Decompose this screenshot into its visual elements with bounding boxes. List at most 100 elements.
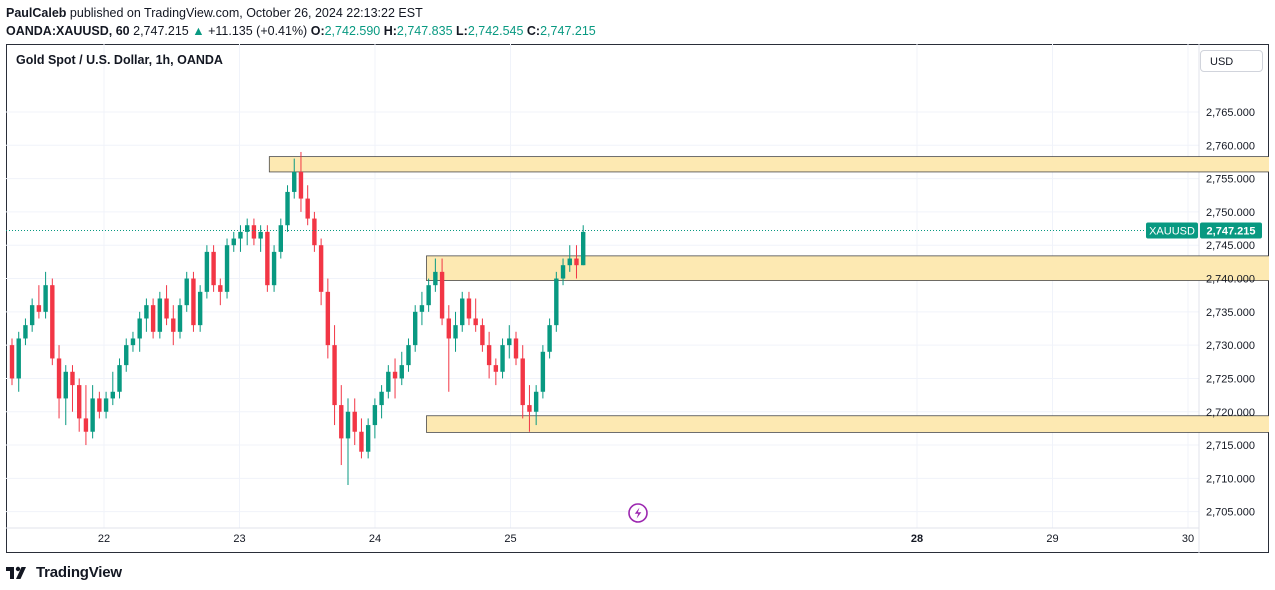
candle <box>164 285 169 326</box>
candle-body <box>527 405 532 412</box>
candle <box>446 305 451 392</box>
candle <box>332 325 337 426</box>
candle <box>16 331 21 392</box>
y-tick-label: 2,725.000 <box>1206 373 1255 385</box>
candle <box>345 398 351 486</box>
candle-body <box>16 338 21 379</box>
candle-body <box>581 231 586 266</box>
candle <box>466 291 472 326</box>
x-tick-label: 25 <box>504 533 516 545</box>
candle-body <box>124 345 129 366</box>
candle-body <box>258 231 263 239</box>
candle <box>312 211 317 252</box>
candle-body <box>204 251 210 292</box>
candle-body <box>339 405 344 439</box>
candle <box>83 385 89 446</box>
candle-body <box>500 345 505 372</box>
candle-body <box>245 225 250 232</box>
candle <box>144 298 149 332</box>
candle-body <box>460 298 465 326</box>
chart-frame <box>6 44 1269 553</box>
lightning-event-icon[interactable] <box>628 503 648 523</box>
published-text: published on TradingView.com, October 26… <box>69 6 423 20</box>
candle-body <box>332 345 337 406</box>
candle <box>97 391 102 419</box>
candle <box>23 318 28 346</box>
candle-body <box>493 365 499 372</box>
last-price-tag: 2,747.215 <box>1207 225 1256 237</box>
candle <box>191 271 196 332</box>
footer-brand[interactable]: TradingView <box>6 562 122 582</box>
candle-body <box>231 238 236 246</box>
candle <box>365 418 371 459</box>
currency-button[interactable]: USD <box>1200 50 1263 72</box>
candle-body <box>157 298 163 332</box>
candle-body <box>345 411 351 439</box>
candle-body <box>439 271 445 319</box>
candle-body <box>520 358 525 406</box>
candle <box>103 391 109 419</box>
candle <box>231 231 236 252</box>
candle <box>419 291 425 326</box>
y-tick-label: 2,745.000 <box>1206 240 1255 252</box>
candle <box>547 318 552 359</box>
candle-body <box>218 285 223 292</box>
y-tick-label: 2,735.000 <box>1206 307 1255 319</box>
candle <box>218 278 223 306</box>
candle <box>527 385 532 432</box>
candle-body <box>560 265 566 279</box>
candle <box>251 218 257 246</box>
author-name[interactable]: PaulCaleb <box>6 6 67 20</box>
chart-legend-title[interactable]: Gold Spot / U.S. Dollar, 1h, OANDA <box>16 53 223 67</box>
candle <box>500 338 505 379</box>
candle-body <box>36 305 42 312</box>
x-tick-label: 23 <box>233 533 245 545</box>
price-change: +11.135 (+0.41%) <box>208 24 308 38</box>
candle-body <box>177 305 183 332</box>
candle-body <box>83 418 89 432</box>
candle-body <box>574 258 579 266</box>
symbol-tag-bg <box>1146 222 1198 239</box>
candle <box>124 338 129 372</box>
candle-body <box>130 338 136 346</box>
symbol-tag: XAUUSD <box>1149 225 1195 237</box>
candle <box>507 325 512 359</box>
candle <box>480 318 485 352</box>
candle <box>473 298 478 332</box>
candle <box>540 345 546 399</box>
y-tick-label: 2,765.000 <box>1206 107 1255 119</box>
open-value: 2,742.590 <box>324 24 381 38</box>
candle <box>110 371 115 406</box>
support-zone-lower <box>426 415 1269 433</box>
candle-body <box>278 225 283 252</box>
candle <box>439 258 445 326</box>
price-chart[interactable]: 2,705.000 2,710.000 2,715.000 2,720.000 2,72… <box>6 44 1269 553</box>
candle-body <box>533 391 539 412</box>
candle <box>29 298 35 332</box>
candle-body <box>251 225 257 239</box>
x-tick-label: 28 <box>911 533 923 545</box>
candle-body <box>77 385 82 419</box>
candle <box>245 218 250 246</box>
candle-body <box>43 285 48 312</box>
y-tick-label: 2,760.000 <box>1206 140 1255 152</box>
candle-body <box>426 285 431 306</box>
candle-body <box>365 425 371 452</box>
candle-body <box>292 171 297 192</box>
last-price-tag-bg <box>1200 222 1262 239</box>
candle-body <box>70 371 75 386</box>
candle <box>278 218 283 259</box>
candle-body <box>399 365 404 379</box>
candle <box>325 278 331 359</box>
candle <box>339 385 344 466</box>
candle <box>184 271 189 312</box>
candle-body <box>224 245 230 292</box>
candle-body <box>63 371 68 399</box>
candle <box>554 271 559 332</box>
symbol-label: OANDA:XAUUSD, 60 <box>6 24 130 38</box>
candle <box>36 285 42 319</box>
candle <box>513 331 519 366</box>
candle <box>271 245 277 292</box>
candle <box>493 358 499 386</box>
candle <box>238 225 243 252</box>
